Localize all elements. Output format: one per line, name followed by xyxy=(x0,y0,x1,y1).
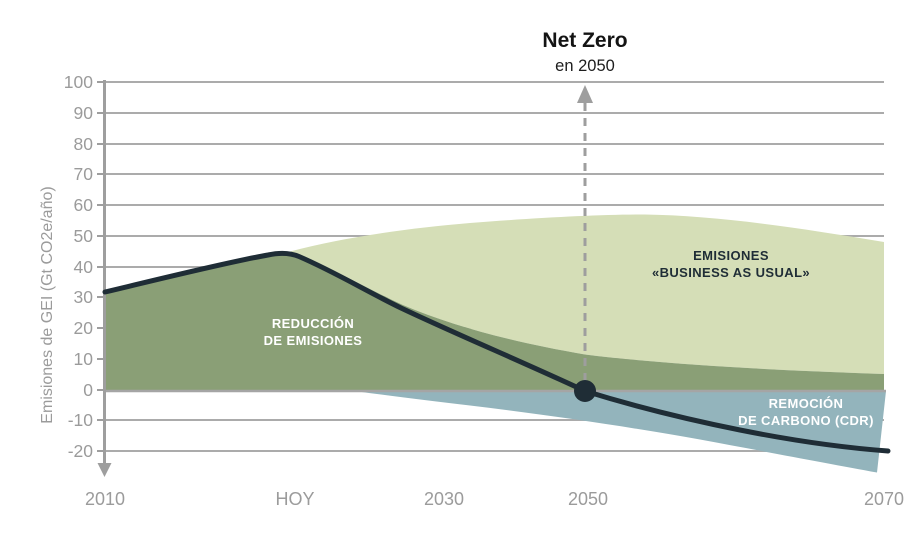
cdr-label-line2: DE CARBONO (CDR) xyxy=(738,413,874,428)
y-tick-labels: 100 90 80 70 60 50 40 30 20 10 0 -10 -20 xyxy=(64,72,93,461)
net-zero-up-arrow-icon xyxy=(577,85,593,103)
area-business-as-usual xyxy=(290,214,884,374)
x-tick-hoy: HOY xyxy=(275,489,314,509)
chart-subtitle: en 2050 xyxy=(555,57,615,75)
y-tick-100: 100 xyxy=(64,72,93,92)
area-labels: REDUCCIÓN DE EMISIONES EMISIONES «BUSINE… xyxy=(264,248,874,428)
y-axis-down-arrow-icon xyxy=(97,463,112,477)
y-tick-70: 70 xyxy=(74,164,94,184)
chart-title-group: Net Zero en 2050 xyxy=(542,29,627,75)
net-zero-dot xyxy=(574,380,596,402)
reduction-label-line1: REDUCCIÓN xyxy=(272,316,354,331)
x-tick-2070: 2070 xyxy=(864,489,904,509)
y-tick-30: 30 xyxy=(74,287,94,307)
y-tick-50: 50 xyxy=(74,226,94,246)
net-emissions-line xyxy=(102,250,891,454)
y-tick-80: 80 xyxy=(74,134,94,154)
cdr-label-line1: REMOCIÓN xyxy=(769,396,844,411)
area-emission-reduction xyxy=(105,252,884,390)
chart-title: Net Zero xyxy=(542,29,627,52)
bau-label-line1: EMISIONES xyxy=(693,248,769,263)
y-tick-neg10: -10 xyxy=(68,410,94,430)
bau-label-line2: «BUSINESS AS USUAL» xyxy=(652,265,810,280)
x-tick-2010: 2010 xyxy=(85,489,125,509)
net-zero-marker xyxy=(577,85,593,381)
y-tick-0: 0 xyxy=(83,380,93,400)
y-tick-60: 60 xyxy=(74,195,94,215)
y-tick-20: 20 xyxy=(74,318,94,338)
y-axis xyxy=(97,80,112,477)
x-tick-labels: 2010 HOY 2030 2050 2070 xyxy=(85,489,904,509)
area-carbon-removal xyxy=(358,391,886,473)
reduction-label-line2: DE EMISIONES xyxy=(264,333,363,348)
y-axis-title: Emisiones de GEI (Gt CO2e/año) xyxy=(39,186,56,423)
x-tick-2050: 2050 xyxy=(568,489,608,509)
y-tick-neg20: -20 xyxy=(68,441,94,461)
y-tick-40: 40 xyxy=(74,257,94,277)
y-tick-10: 10 xyxy=(74,349,94,369)
y-axis-tick-marks xyxy=(97,81,104,452)
y-tick-90: 90 xyxy=(74,103,94,123)
x-tick-2030: 2030 xyxy=(424,489,464,509)
